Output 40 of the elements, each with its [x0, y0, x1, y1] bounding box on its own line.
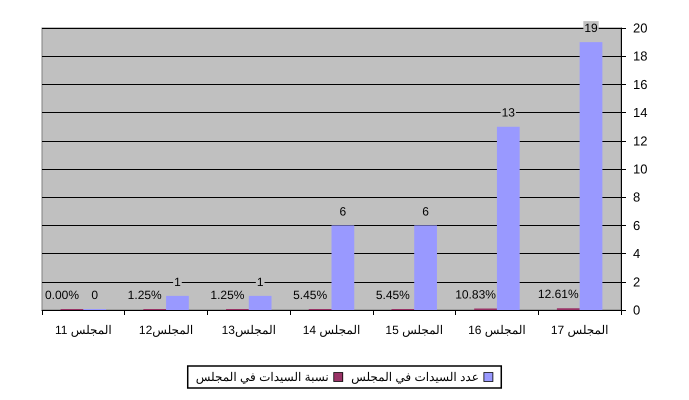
- bar: [166, 296, 189, 310]
- data-label: 13: [502, 106, 516, 120]
- data-label: 1.25%: [210, 288, 245, 302]
- y-tick-label: 12: [633, 133, 648, 148]
- y-tick-label: 10: [633, 162, 648, 176]
- x-tick-label: المجلس 14: [302, 323, 360, 337]
- data-label: 12.61%: [538, 287, 579, 302]
- y-tick-label: 18: [633, 48, 648, 64]
- x-tick-label: المجلس 15: [385, 323, 444, 337]
- x-tick-label: المجلس 11: [54, 323, 112, 337]
- data-label: 1: [174, 274, 182, 289]
- y-tick-label: 6: [633, 218, 640, 233]
- bar: [580, 42, 602, 310]
- y-tick-label: 4: [633, 246, 640, 262]
- y-tick-label: 8: [633, 190, 640, 205]
- bar: [332, 225, 354, 310]
- data-label: 0: [91, 288, 98, 302]
- bar: [248, 296, 272, 310]
- data-label: 19: [584, 21, 598, 36]
- data-label: 6: [422, 204, 430, 218]
- y-tick-label: 16: [633, 76, 648, 92]
- legend-label: عدد السيدات في المجلس: [351, 370, 479, 384]
- data-label: 6: [340, 204, 347, 218]
- x-tick-label: المجلس 17: [550, 323, 608, 337]
- legend-label: نسبة السيدات في المجلس: [196, 370, 329, 384]
- data-label: 5.45%: [293, 288, 328, 302]
- data-label: 1: [256, 274, 264, 289]
- x-tick-label: المجلس13: [222, 323, 276, 337]
- x-tick-label: المجلس 16: [468, 323, 526, 337]
- data-label: 10.83%: [455, 287, 496, 302]
- y-tick-label: 2: [633, 274, 640, 290]
- y-tick-label: 0: [633, 302, 640, 318]
- x-tick-label: المجلس12: [138, 323, 194, 337]
- data-label: 5.45%: [376, 288, 410, 302]
- y-tick-label: 14: [633, 105, 648, 120]
- data-label: 0.00%: [44, 288, 80, 302]
- bar: [414, 225, 437, 310]
- bar: [496, 126, 520, 310]
- y-tick-label: 20: [633, 20, 648, 36]
- data-label: 1.25%: [128, 288, 162, 302]
